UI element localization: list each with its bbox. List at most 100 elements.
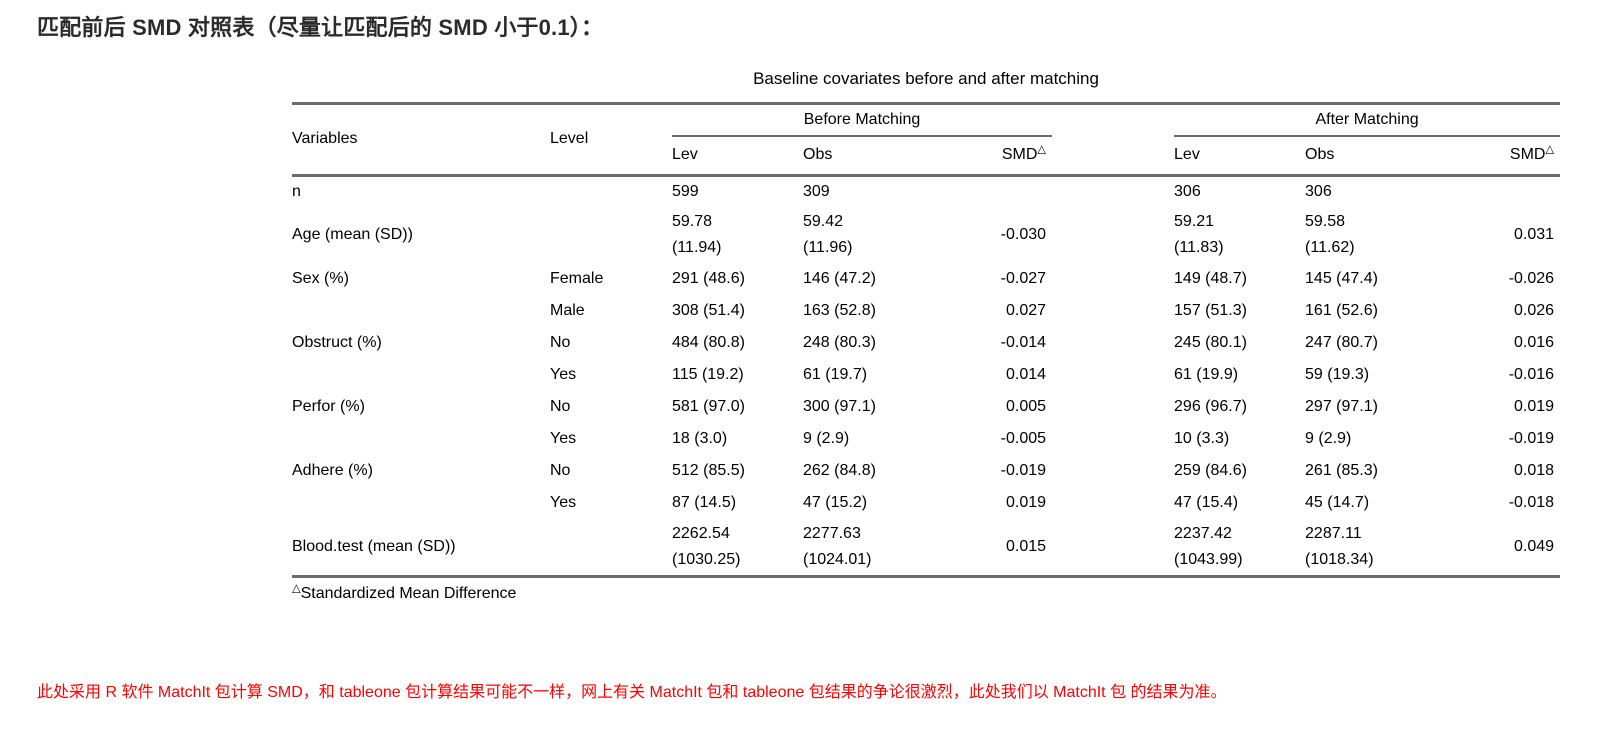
table-body: n 599 309 306 306 Age (mean (SD)) 59.78 … (292, 175, 1561, 578)
cell-level (550, 175, 672, 207)
cell-before-lev: 581 (97.0) (672, 398, 745, 415)
cell-before-obs: 2277.63 (1024.01) (803, 519, 925, 578)
cell-level: Yes (550, 494, 577, 511)
cell-variable: Perfor (%) (292, 398, 365, 415)
cell-before-lev: 59.78 (11.94) (672, 213, 722, 256)
cell-before-smd: 0.015 (925, 519, 1053, 578)
cell-spacer (1052, 295, 1174, 327)
column-header-after-lev: Lev (1174, 136, 1306, 177)
cell-after-lev: 47 (15.4) (1174, 494, 1239, 511)
table-row: Male 308 (51.4) 163 (52.8) 0.027 157 (51… (292, 295, 1560, 327)
cell-variable (292, 487, 550, 519)
cell-before-smd: 0.027 (1005, 302, 1047, 319)
column-group-before-matching: Before Matching (672, 103, 1053, 137)
cell-after-lev: 245 (80.1) (1174, 334, 1247, 351)
cell-spacer (1052, 519, 1175, 578)
cell-after-obs: 261 (85.3) (1305, 462, 1378, 479)
cell-after-lev: 157 (51.3) (1174, 302, 1247, 319)
cell-before-lev: 18 (3.0) (672, 430, 728, 447)
column-header-variables: Variables (292, 103, 550, 177)
cell-before-lev: 512 (85.5) (672, 462, 745, 479)
cell-before-smd: 0.005 (1005, 398, 1047, 415)
smd-label: SMD (1001, 146, 1038, 164)
cell-after-obs: 161 (52.6) (1305, 302, 1378, 319)
cell-before-obs: 59.42 (11.96) (803, 213, 853, 256)
cell-before-lev: 115 (19.2) (672, 366, 744, 383)
table-row: n 599 309 306 306 (292, 175, 1560, 207)
cell-variable: Sex (%) (292, 270, 349, 287)
cell-spacer (1052, 175, 1174, 207)
cell-before-obs: 262 (84.8) (803, 462, 876, 479)
cell-after-obs: 59.58 (11.62) (1305, 213, 1355, 256)
table-row: Adhere (%) No 512 (85.5) 262 (84.8) -0.0… (292, 455, 1560, 487)
cell-after-smd: -0.026 (1508, 270, 1555, 287)
cell-after-obs: 45 (14.7) (1305, 494, 1370, 511)
cell-spacer (1052, 263, 1174, 295)
cell-before-lev: 599 (672, 182, 699, 200)
table-row: Age (mean (SD)) 59.78 (11.94) 59.42 (11.… (292, 207, 1560, 263)
table-row: Yes 115 (19.2) 61 (19.7) 0.014 61 (19.9)… (292, 359, 1560, 391)
footnote-triangle-marker: △ (292, 582, 301, 595)
cell-before-lev: 2262.54 (1030.25) (672, 519, 803, 578)
cell-level: No (550, 462, 571, 479)
cell-variable: Adhere (%) (292, 462, 373, 479)
cell-after-lev: 296 (96.7) (1174, 398, 1247, 415)
cell-after-smd: 0.026 (1514, 302, 1555, 319)
column-header-level: Level (550, 103, 672, 177)
cell-before-lev: 308 (51.4) (672, 302, 745, 319)
cell-after-lev: 61 (19.9) (1174, 366, 1239, 383)
table-row: Perfor (%) No 581 (97.0) 300 (97.1) 0.00… (292, 391, 1560, 423)
table-row: Yes 18 (3.0) 9 (2.9) -0.005 10 (3.3) 9 (… (292, 423, 1560, 455)
cell-before-obs: 146 (47.2) (803, 270, 876, 287)
cell-before-obs: 163 (52.8) (803, 302, 876, 319)
cell-before-obs: 309 (803, 182, 830, 200)
cell-spacer (1052, 359, 1174, 391)
cell-level: No (550, 398, 571, 415)
cell-before-lev: 291 (48.6) (672, 270, 745, 287)
cell-variable: Blood.test (mean (SD)) (292, 519, 550, 578)
column-group-after-matching: After Matching (1174, 103, 1561, 137)
cell-after-obs: 297 (97.1) (1305, 398, 1378, 415)
table-caption: Baseline covariates before and after mat… (753, 69, 1099, 88)
table-row: Sex (%) Female 291 (48.6) 146 (47.2) -0.… (292, 263, 1560, 295)
column-header-before-smd: SMD△ (925, 136, 1053, 177)
cell-after-lev: 259 (84.6) (1174, 462, 1247, 479)
cell-before-obs: 9 (2.9) (803, 430, 850, 447)
cell-level: Yes (550, 430, 577, 447)
column-spacer (1052, 103, 1175, 177)
cell-before-lev: 87 (14.5) (672, 494, 737, 511)
cell-spacer (1052, 455, 1174, 487)
cell-spacer (1052, 391, 1174, 423)
cell-after-smd: 0.049 (1427, 519, 1561, 578)
cell-after-smd: -0.016 (1508, 366, 1555, 383)
cell-before-smd: 0.019 (1005, 494, 1047, 511)
cell-level: No (550, 334, 571, 351)
cell-after-lev: 2237.42 (1043.99) (1174, 519, 1306, 578)
cell-level: Yes (550, 366, 577, 383)
cell-after-smd: 0.031 (1514, 226, 1555, 243)
cell-after-smd: 0.018 (1514, 462, 1555, 479)
page-title: 匹配前后 SMD 对照表（尽量让匹配后的 SMD 小于0.1）： (37, 15, 604, 40)
cell-after-obs: 59 (19.3) (1305, 366, 1370, 383)
smd-triangle-marker: △ (1545, 143, 1555, 156)
cell-before-obs: 300 (97.1) (803, 398, 876, 415)
cell-after-obs: 2287.11 (1018.34) (1305, 519, 1428, 578)
column-header-before-obs: Obs (803, 136, 925, 177)
cell-after-lev: 59.21 (11.83) (1174, 213, 1224, 256)
cell-variable: n (292, 182, 301, 200)
cell-variable (292, 295, 550, 327)
cell-after-obs: 145 (47.4) (1305, 270, 1378, 287)
cell-after-obs: 306 (1305, 182, 1332, 200)
cell-spacer (1052, 423, 1174, 455)
cell-variable: Obstruct (%) (292, 334, 382, 351)
smd-label: SMD (1509, 146, 1546, 164)
column-header-after-smd: SMD△ (1427, 136, 1561, 177)
cell-before-lev: 484 (80.8) (672, 334, 745, 351)
table-row: Obstruct (%) No 484 (80.8) 248 (80.3) -0… (292, 327, 1560, 359)
cell-after-obs: 9 (2.9) (1305, 430, 1352, 447)
column-header-after-obs: Obs (1305, 136, 1428, 177)
cell-before-smd: -0.005 (1000, 430, 1047, 447)
cell-after-obs: 247 (80.7) (1305, 334, 1378, 351)
cell-before-smd: -0.014 (1000, 334, 1047, 351)
cell-level: Male (550, 302, 585, 319)
